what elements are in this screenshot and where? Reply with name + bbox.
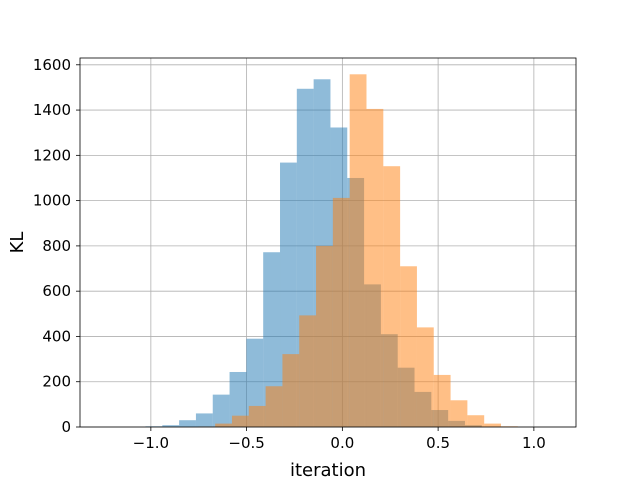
histogram-bar-series-1 <box>179 420 196 427</box>
histogram-bar-series-2 <box>383 166 401 427</box>
histogram-bar-series-2 <box>215 423 232 427</box>
histogram-bar-series-1 <box>263 252 281 427</box>
y-tick-label: 0 <box>61 418 71 436</box>
histogram-bar-series-2 <box>366 108 384 428</box>
y-tick-label: 600 <box>42 282 71 300</box>
histogram-bar-series-2 <box>450 400 468 427</box>
histogram-bar-series-2 <box>231 415 249 427</box>
y-axis-label: KL <box>7 232 28 254</box>
x-tick-label: 0.5 <box>426 434 450 452</box>
histogram-bar-series-2 <box>349 74 367 428</box>
x-tick-label: 0.0 <box>330 434 354 452</box>
x-tick-label: −1.0 <box>133 434 169 452</box>
histogram-bar-series-1 <box>212 394 230 427</box>
histogram-bar-series-2 <box>400 266 417 427</box>
histogram-bar-series-2 <box>332 197 350 427</box>
x-tick-label: −0.5 <box>228 434 264 452</box>
histogram-bar-series-1 <box>229 371 247 427</box>
x-axis-label: iteration <box>290 460 366 480</box>
y-tick-label: 1200 <box>33 146 71 164</box>
y-tick-label: 1000 <box>33 192 71 210</box>
histogram-bar-series-2 <box>416 327 434 427</box>
histogram-bar-series-2 <box>484 423 502 427</box>
histogram-bar-series-2 <box>316 245 333 427</box>
plot-frame <box>79 57 577 428</box>
histogram-bar-series-2 <box>248 405 266 427</box>
histogram-bar-series-1 <box>246 338 264 427</box>
histogram-bar-series-2 <box>299 315 317 427</box>
histogram-bar-series-2 <box>467 415 485 427</box>
y-tick-label: 200 <box>42 373 71 391</box>
y-tick-label: 400 <box>42 327 71 345</box>
axis-ticks: −1.0 −0.5 0.0 0.5 1.0 0 200 400 600 800 1000 1200 14… <box>33 56 546 452</box>
y-tick-label: 1600 <box>33 56 71 74</box>
histogram-bars <box>145 74 518 428</box>
histogram-bar-series-1 <box>195 413 213 427</box>
histogram-bar-series-2 <box>433 374 451 427</box>
histogram-bar-series-2 <box>282 354 300 427</box>
histogram-bar-series-2 <box>265 386 283 427</box>
y-tick-label: 800 <box>42 237 71 255</box>
histogram-bar-series-1 <box>162 425 180 427</box>
x-tick-label: 1.0 <box>522 434 546 452</box>
y-tick-label: 1400 <box>33 101 71 119</box>
